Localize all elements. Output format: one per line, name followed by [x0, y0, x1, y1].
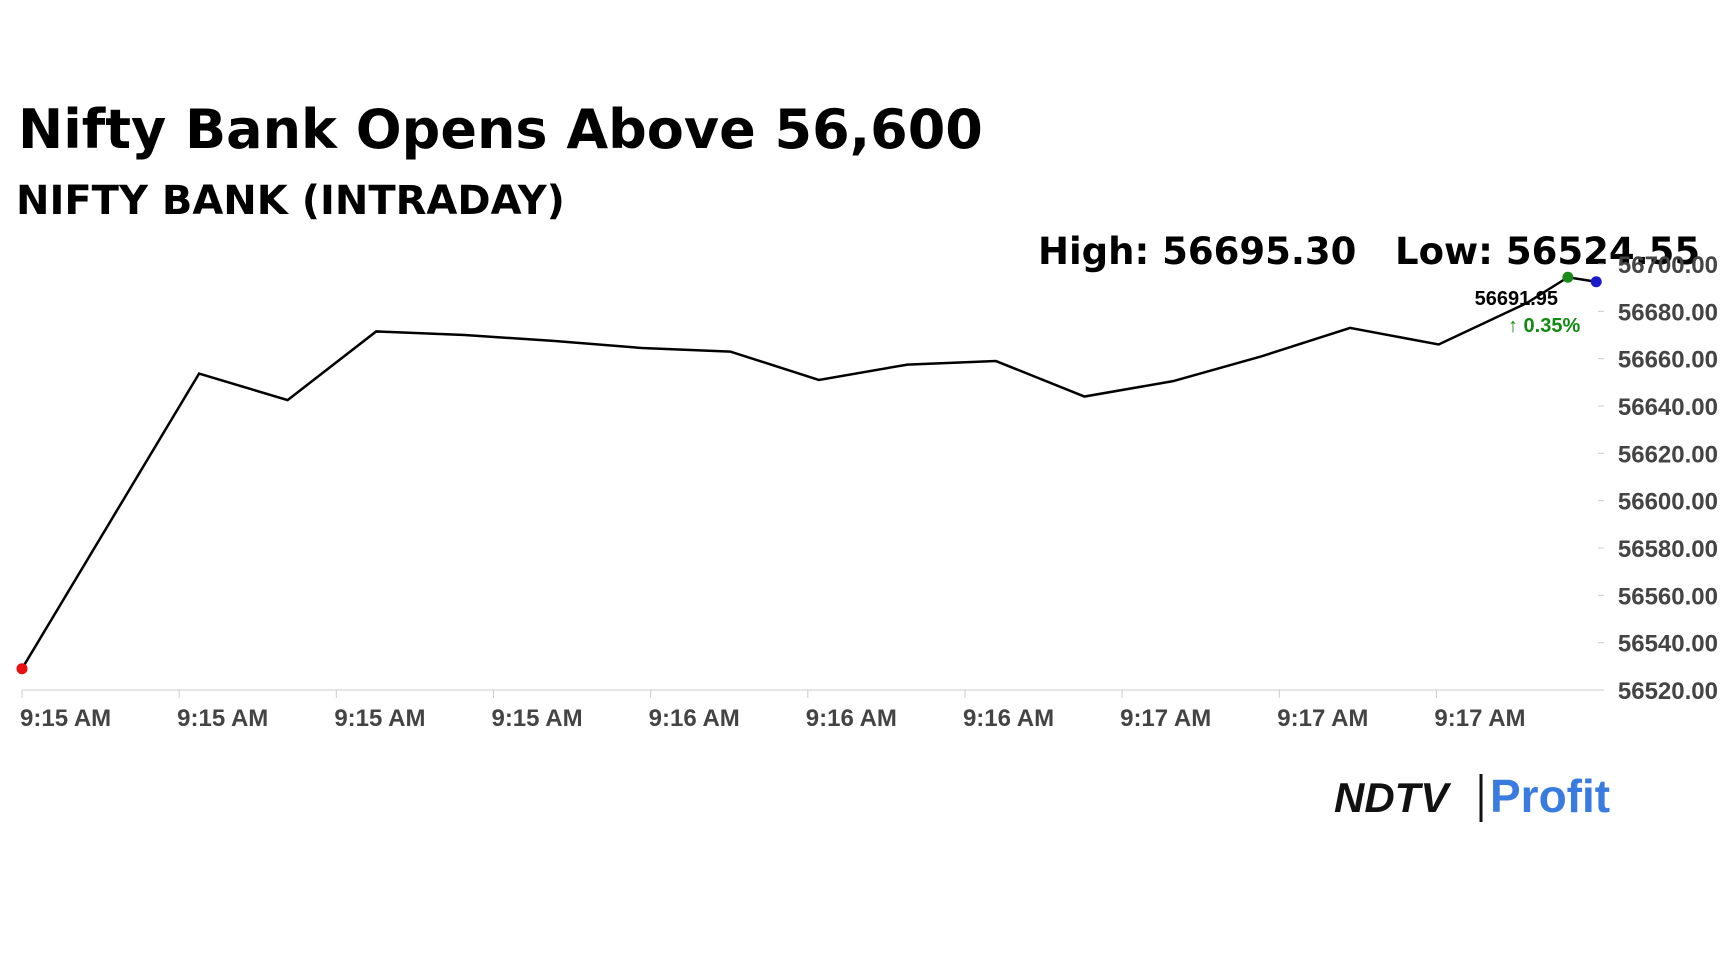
y-tick-label: 56560.00	[1618, 583, 1718, 610]
y-tick-label: 56680.00	[1618, 299, 1718, 326]
x-tick-label: 9:15 AM	[491, 705, 582, 732]
last-value: 56691.95	[1475, 288, 1558, 310]
x-tick-label: 9:17 AM	[1277, 705, 1368, 732]
price-line	[20, 275, 1597, 670]
y-tick-label: 56640.00	[1618, 394, 1718, 421]
y-tick-label: 56600.00	[1618, 489, 1718, 516]
chart-title: Nifty Bank Opens Above 56,600	[18, 98, 983, 161]
y-tick-label: 56520.00	[1618, 678, 1718, 705]
x-tick-label: 9:15 AM	[20, 705, 111, 732]
x-tick-label: 9:17 AM	[1434, 705, 1525, 732]
x-tick-label: 9:15 AM	[334, 705, 425, 732]
x-tick-label: 9:16 AM	[806, 705, 897, 732]
change-label: ↑ 0.35%	[1508, 315, 1580, 337]
y-tick-label: 56580.00	[1618, 536, 1718, 563]
high-label: High: 56695.30	[1038, 230, 1356, 273]
point-marker	[1590, 276, 1602, 288]
y-tick-label: 56700.00	[1618, 252, 1718, 279]
point-marker	[1562, 271, 1574, 283]
x-tick-label: 9:16 AM	[963, 705, 1054, 732]
brand-profit: Profit	[1490, 770, 1610, 822]
y-tick-label: 56660.00	[1618, 347, 1718, 374]
y-tick-label: 56620.00	[1618, 441, 1718, 468]
point-marker	[16, 663, 28, 675]
chart-subtitle: NIFTY BANK (INTRADAY)	[16, 178, 565, 224]
x-tick-label: 9:17 AM	[1120, 705, 1211, 732]
y-tick-label: 56540.00	[1618, 631, 1718, 658]
low-label: Low: 56524.55	[1395, 230, 1700, 273]
x-tick-label: 9:15 AM	[177, 705, 268, 732]
x-tick-label: 9:16 AM	[649, 705, 740, 732]
brand-ndtv: NDTV	[1334, 774, 1451, 821]
